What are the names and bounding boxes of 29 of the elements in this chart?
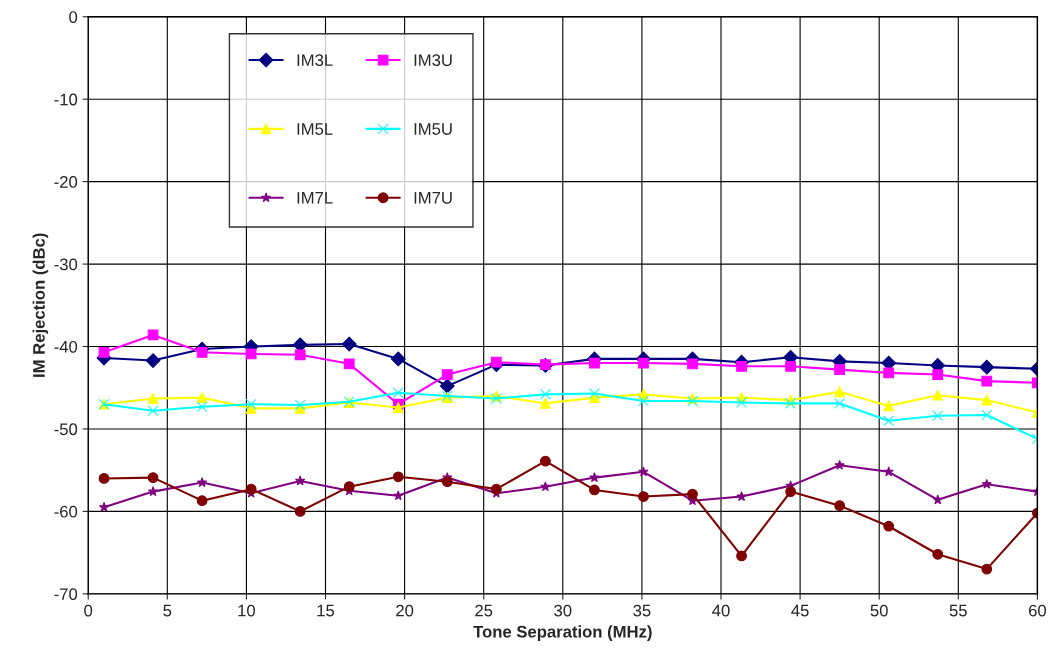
y-tick-label: -40 bbox=[54, 340, 78, 353]
y-tick-label: -50 bbox=[54, 423, 78, 436]
legend-label: IM5U bbox=[414, 123, 452, 135]
legend-label: IM3U bbox=[414, 54, 452, 67]
x-tick-label: 15 bbox=[317, 604, 335, 617]
x-tick-label: 55 bbox=[949, 604, 967, 617]
x-tick-label: 40 bbox=[712, 604, 730, 617]
x-tick-label: 25 bbox=[475, 604, 493, 617]
y-tick-label: -10 bbox=[54, 93, 78, 106]
x-tick-label: 10 bbox=[238, 604, 256, 617]
x-tick-label: 60 bbox=[1028, 604, 1047, 617]
y-tick-label: 0 bbox=[69, 11, 78, 23]
x-tick-label: 45 bbox=[791, 604, 809, 617]
x-tick-label: 50 bbox=[870, 604, 888, 617]
legend-label: IM5L bbox=[297, 123, 333, 135]
y-tick-label: -20 bbox=[54, 176, 78, 188]
legend-label: IM7U bbox=[414, 192, 452, 204]
y-axis-title: IM Rejection (dBc) bbox=[32, 233, 49, 377]
x-tick-label: 35 bbox=[633, 604, 651, 617]
x-tick-label: 20 bbox=[396, 604, 414, 617]
y-tick-label: -30 bbox=[54, 258, 78, 271]
y-tick-label: -70 bbox=[54, 588, 78, 601]
x-axis-title: Tone Separation (MHz) bbox=[473, 625, 652, 641]
legend-label: IM7L bbox=[297, 192, 333, 204]
x-tick-label: 0 bbox=[84, 604, 93, 617]
legend-label: IM3L bbox=[297, 54, 333, 67]
y-tick-label: -60 bbox=[54, 505, 78, 518]
x-tick-label: 30 bbox=[554, 604, 572, 617]
x-tick-label: 5 bbox=[163, 604, 172, 617]
